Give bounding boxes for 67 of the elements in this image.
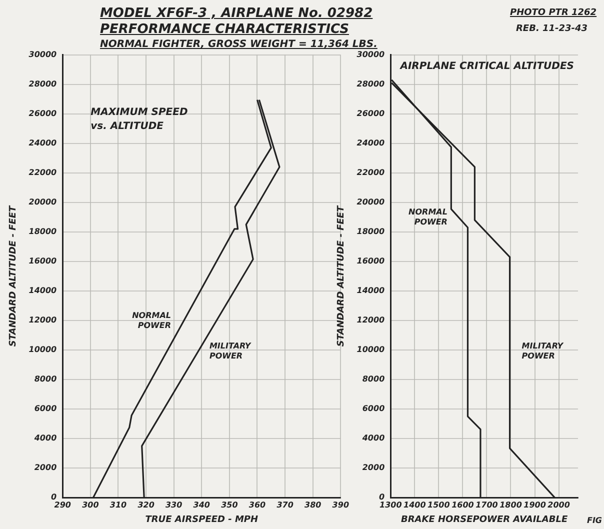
y-tick-label: 2000 <box>362 463 386 472</box>
x-tick-label: 290 <box>54 500 72 510</box>
series-label: MILITARY POWER <box>209 342 252 361</box>
x-tick-label: 340 <box>193 500 210 510</box>
y-tick-label: 6000 <box>362 404 386 414</box>
text: NORMAL FIGHTER, GROSS WEIGHT = 11,364 LBS. <box>100 39 378 50</box>
x-tick-label: 310 <box>110 500 128 510</box>
y-tick-label: 16000 <box>356 256 386 266</box>
y-tick-label: 4000 <box>33 434 58 443</box>
text: AIRPLANE CRITICAL ALTITUDES <box>399 60 574 72</box>
x-tick-label: 1400 <box>404 500 426 510</box>
y-tick-label: 24000 <box>356 138 386 148</box>
y-tick-label: 16000 <box>28 256 58 266</box>
y-tick-label: 28000 <box>28 79 58 88</box>
x-tick-label: 1800 <box>500 500 522 510</box>
x-tick-label: 1300 <box>380 500 402 510</box>
y-tick-label: 2000 <box>34 463 58 472</box>
y-tick-label: 0 <box>379 492 386 502</box>
series-label: NORMAL POWER <box>132 311 172 330</box>
x-tick-label: 370 <box>276 500 294 510</box>
y-tick-label: 4000 <box>361 434 386 443</box>
y-tick-label: 8000 <box>34 374 58 384</box>
series-label: MILITARY POWER <box>522 342 564 361</box>
y-tick-label: 0 <box>51 492 58 502</box>
x-tick-label: 390 <box>332 500 350 510</box>
text: PHOTO PTR 1262 <box>510 8 597 18</box>
y-tick-label: 18000 <box>28 227 58 236</box>
text: REB. 11-23-43 <box>516 24 588 34</box>
y-tick-label: 6000 <box>34 404 58 414</box>
y-tick-label: 26000 <box>356 108 386 118</box>
x-axis-title: BRAKE HORSEPOWER AVAILABLE <box>401 514 568 525</box>
y-tick-label: 18000 <box>356 227 386 236</box>
x-tick-label: 360 <box>248 500 266 510</box>
x-tick-label: 1600 <box>452 500 474 510</box>
y-tick-label: 14000 <box>356 286 386 296</box>
x-tick-label: 350 <box>221 500 238 510</box>
x-tick-label: 1500 <box>428 500 450 510</box>
y-tick-label: 24000 <box>28 138 58 148</box>
y-axis-title: STANDARD ALTITUDE - FEET <box>8 204 19 347</box>
y-tick-label: 12000 <box>28 316 58 325</box>
y-tick-label: 10000 <box>356 345 386 354</box>
y-tick-label: 20000 <box>28 197 58 206</box>
y-tick-label: 10000 <box>28 345 58 354</box>
x-tick-label: 1900 <box>524 500 546 510</box>
y-tick-label: 22000 <box>356 168 386 177</box>
y-tick-label: 14000 <box>28 286 58 296</box>
annotation: MAXIMUM SPEED vs. ALTITUDE <box>90 106 188 132</box>
x-tick-label: 380 <box>304 500 322 510</box>
x-tick-label: 320 <box>138 500 155 510</box>
chart-title: MODEL XF6F-3 , AIRPLANE No. 02982 <box>100 6 373 21</box>
y-tick-label: 12000 <box>356 316 386 325</box>
y-tick-label: 28000 <box>356 79 386 88</box>
x-axis-title: TRUE AIRSPEED - MPH <box>145 514 259 525</box>
y-tick-label: 20000 <box>356 197 386 206</box>
y-tick-label: 30000 <box>356 50 386 59</box>
x-tick-label: 330 <box>165 500 183 510</box>
series-label: NORMAL POWER <box>408 207 448 226</box>
y-tick-label: 30000 <box>28 50 58 59</box>
y-tick-label: 8000 <box>362 374 386 384</box>
text: FIG <box>586 516 602 525</box>
y-axis-title: STANDARD ALTITUDE - FEET <box>336 204 347 347</box>
y-tick-label: 22000 <box>28 168 58 177</box>
x-tick-label: 2000 <box>548 500 570 510</box>
y-tick-label: 26000 <box>28 108 58 118</box>
x-tick-label: 300 <box>82 500 100 510</box>
x-tick-label: 1700 <box>476 500 498 510</box>
chart-subtitle: PERFORMANCE CHARACTERISTICS <box>100 22 349 37</box>
